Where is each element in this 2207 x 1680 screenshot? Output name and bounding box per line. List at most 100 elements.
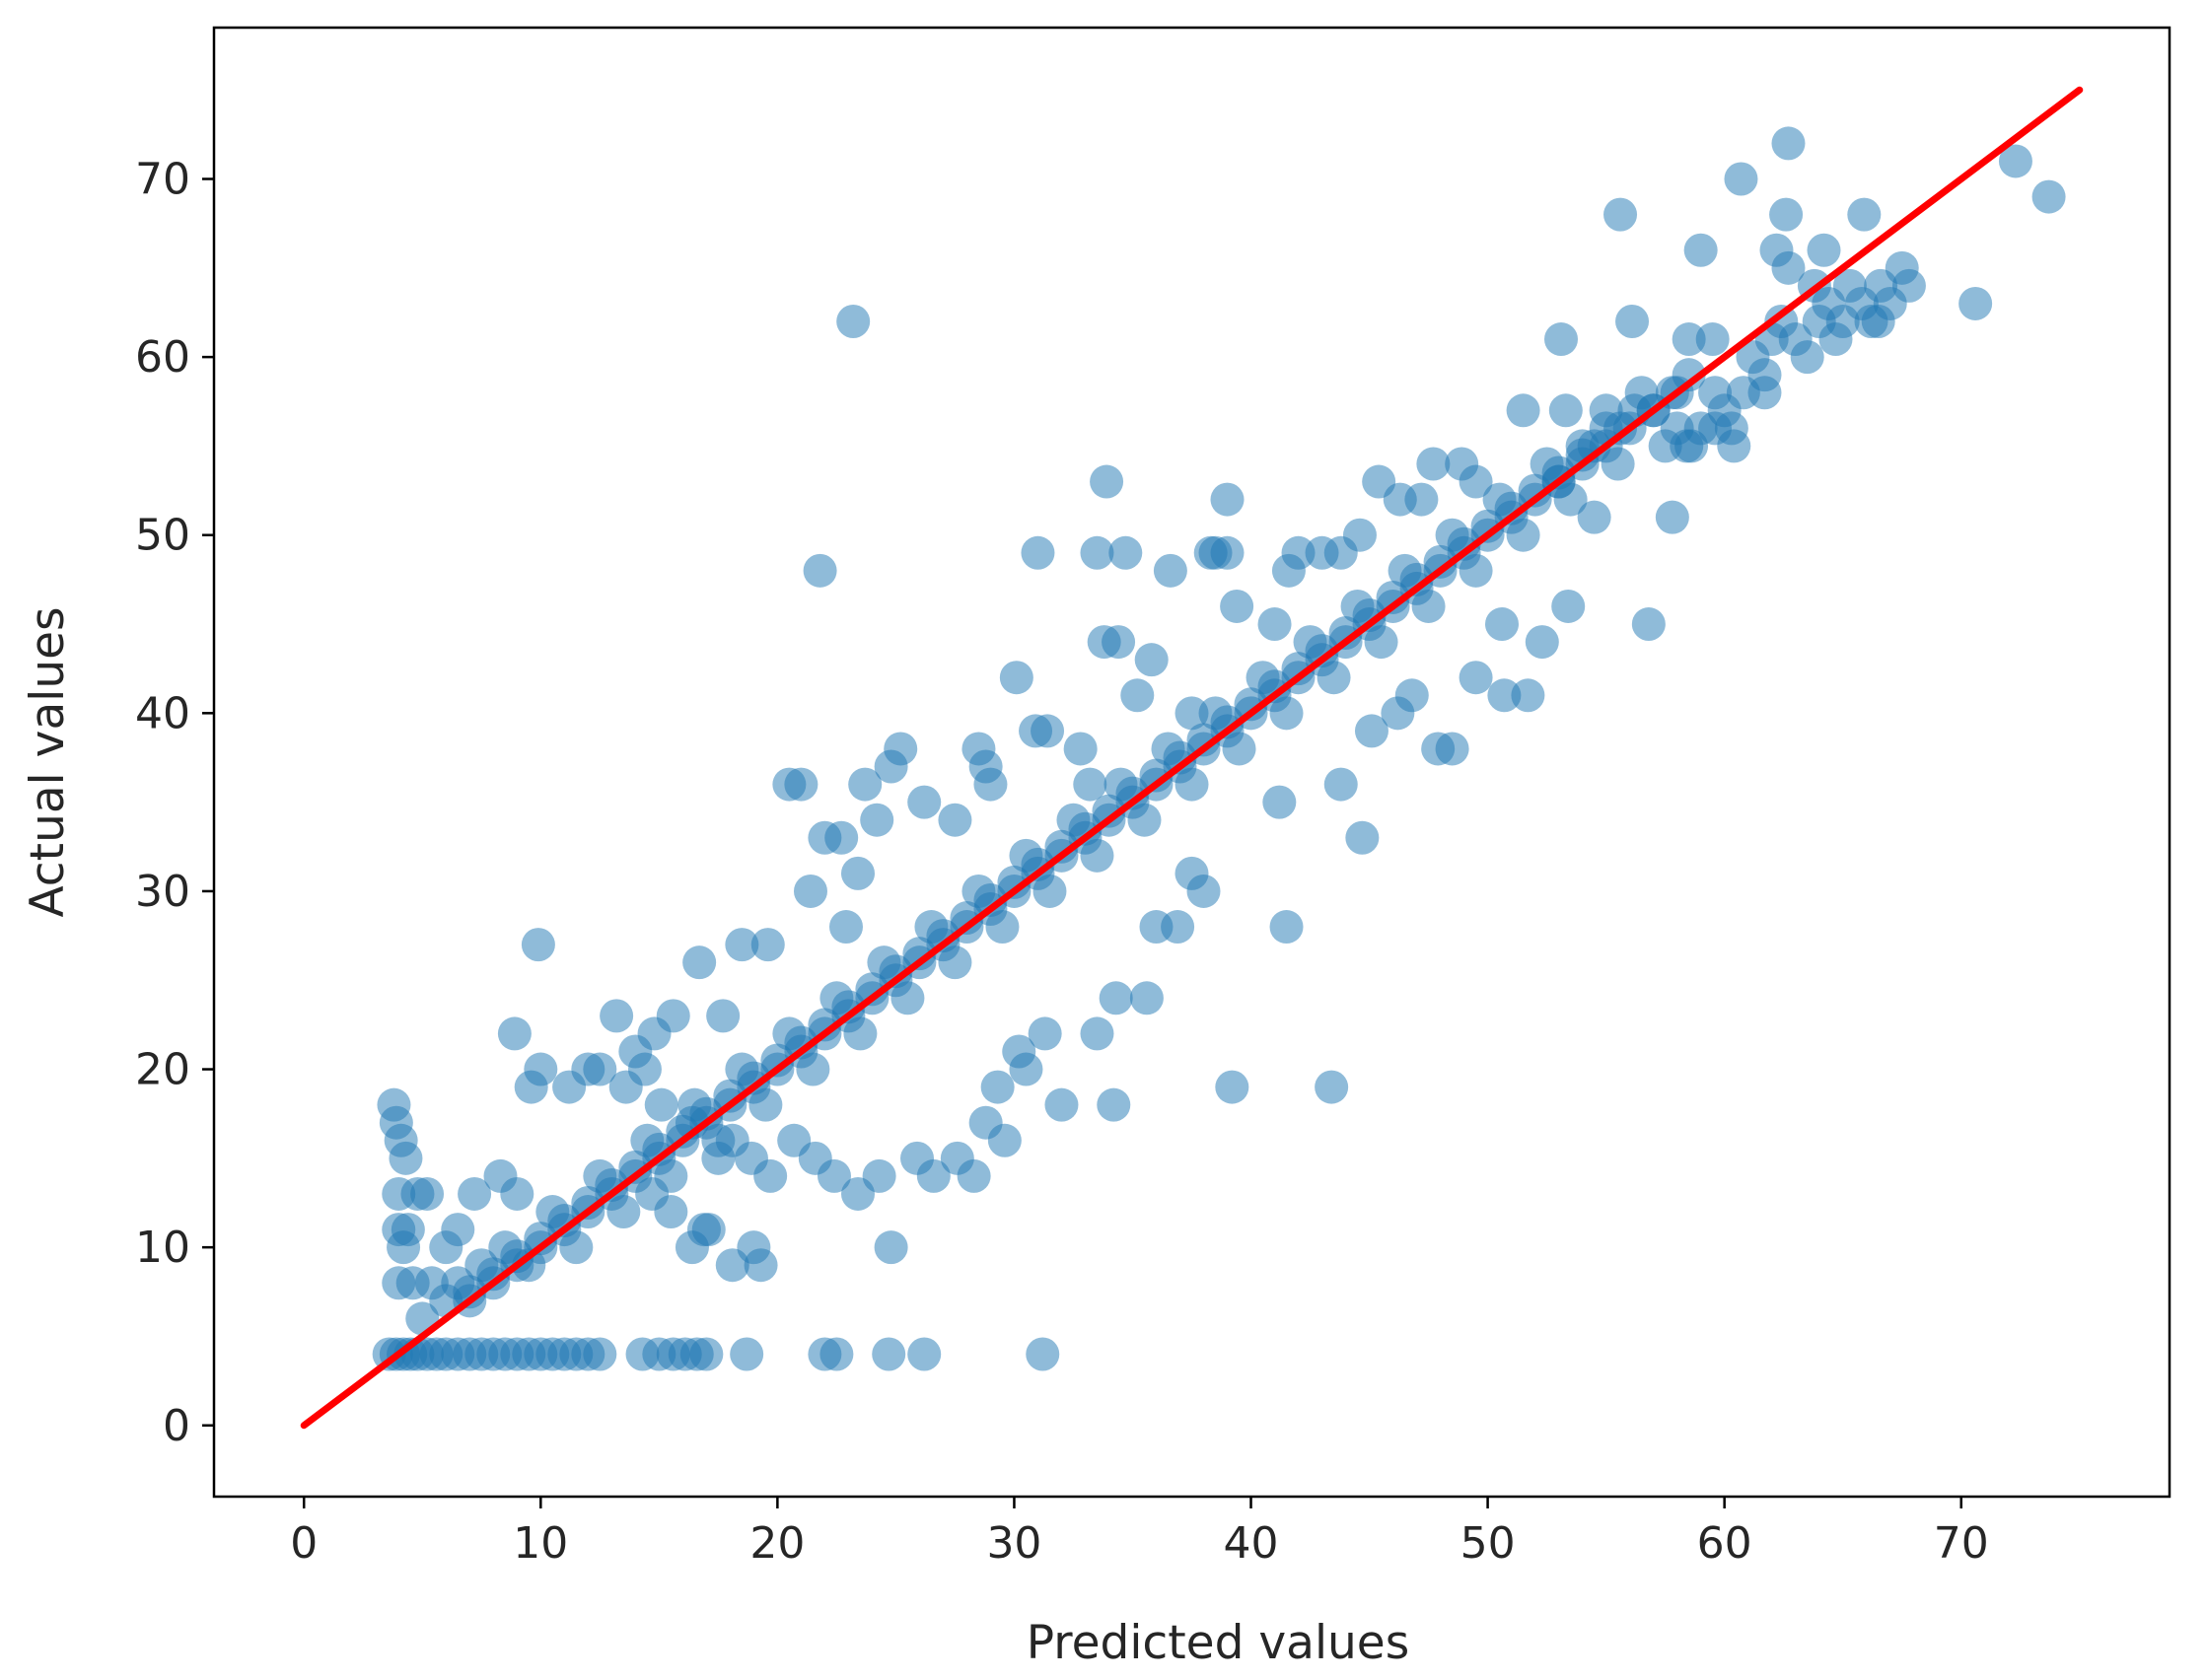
scatter-point — [1021, 535, 1055, 570]
scatter-point — [1354, 714, 1388, 748]
scatter-point — [860, 803, 894, 837]
scatter-point — [1394, 678, 1429, 713]
y-tick-label: 40 — [135, 688, 190, 738]
scatter-point — [635, 1176, 670, 1211]
scatter-point — [819, 1337, 854, 1371]
scatter-point — [410, 1176, 445, 1211]
scatter-point — [1234, 687, 1268, 722]
scatter-point — [808, 1008, 842, 1042]
reference-line-layer — [300, 86, 2084, 1430]
scatter-point — [1459, 661, 1493, 695]
scatter-point — [1506, 518, 1540, 552]
y-tick-label: 70 — [135, 155, 190, 205]
scatter-point — [1305, 634, 1339, 668]
scatter-point — [1129, 981, 1164, 1015]
scatter-point — [1695, 322, 1730, 357]
scatter-point — [1080, 1016, 1114, 1051]
scatter-point — [627, 1052, 662, 1086]
scatter-point — [938, 945, 972, 980]
scatter-point — [1092, 794, 1126, 828]
scatter-point — [848, 767, 883, 802]
scatter-point — [1603, 197, 1638, 232]
scatter-point — [1281, 535, 1316, 570]
scatter-point — [1068, 811, 1103, 846]
scatter-point — [748, 1087, 783, 1122]
scatter-point — [803, 553, 837, 588]
scatter-point — [618, 1150, 653, 1184]
scatter-point — [874, 1230, 908, 1265]
scatter-point — [1097, 1087, 1131, 1122]
scatter-point — [1269, 910, 1304, 945]
scatter-point — [1416, 447, 1451, 481]
scatter-point — [890, 981, 925, 1015]
scatter-point — [999, 661, 1033, 695]
scatter-point — [1683, 233, 1718, 267]
scatter-point — [1028, 1016, 1062, 1051]
scatter-point — [725, 928, 759, 962]
scatter-point — [840, 856, 875, 890]
scatter-point — [950, 901, 984, 936]
scatter-point — [1399, 562, 1434, 596]
scatter-point — [793, 874, 827, 908]
scatter-point — [1631, 607, 1666, 642]
scatter-point — [441, 1213, 475, 1247]
y-tick-label: 30 — [135, 867, 190, 917]
x-tick-label: 40 — [1224, 1518, 1279, 1569]
scatter-point — [973, 882, 1008, 917]
scatter-point — [1032, 874, 1067, 908]
scatter-point — [1315, 1070, 1349, 1104]
scatter-point — [682, 945, 717, 980]
scatter-point — [1525, 625, 1559, 660]
scatter-point — [987, 1123, 1022, 1157]
scatter-point — [1771, 250, 1806, 285]
scatter-point — [1484, 607, 1519, 642]
scatter-point — [796, 1052, 830, 1086]
scatter-point — [1269, 696, 1304, 731]
y-tick-label: 0 — [163, 1401, 190, 1451]
scatter-point — [750, 928, 785, 962]
scatter-point — [706, 999, 741, 1033]
scatter-point — [1494, 491, 1529, 525]
scatter-point — [1404, 482, 1439, 517]
scatter-point — [1009, 1052, 1043, 1086]
scatter-point — [828, 910, 863, 945]
scatter-point — [760, 1043, 795, 1078]
scatter-point — [497, 1016, 532, 1051]
scatter-point — [656, 999, 690, 1033]
x-tick-label: 70 — [1934, 1518, 1989, 1569]
scatter-point — [713, 1079, 748, 1113]
scatter-point — [1127, 803, 1162, 837]
y-axis-label: Actual values — [21, 606, 75, 917]
scatter-point — [1615, 305, 1650, 338]
scatter-point — [606, 1195, 641, 1229]
scatter-point — [1672, 358, 1706, 392]
x-tick-label: 0 — [290, 1518, 318, 1569]
scatter-point — [1163, 740, 1197, 775]
scatter-point — [1364, 625, 1398, 660]
scatter-point — [1577, 500, 1611, 534]
scatter-point — [689, 1337, 724, 1371]
scatter-point — [1257, 669, 1292, 704]
scatter-point — [1435, 732, 1469, 766]
scatter-point — [583, 1052, 617, 1086]
scatter-point — [730, 1337, 764, 1371]
scatter-point — [1080, 838, 1114, 873]
scatter-point — [973, 767, 1008, 802]
scatter-point — [1044, 829, 1079, 864]
scatter-point — [855, 972, 890, 1007]
scatter-point — [784, 767, 819, 802]
scatter-point — [985, 910, 1020, 945]
scatter-point — [1120, 678, 1155, 713]
scatter-point — [1544, 322, 1579, 357]
scatter-point — [1506, 393, 1540, 428]
scatter-point — [817, 1158, 851, 1193]
scatter-point — [1807, 233, 1841, 267]
scatter-point — [1080, 535, 1114, 570]
scatter-point — [1108, 535, 1143, 570]
y-tick-label: 60 — [135, 332, 190, 383]
scatter-point — [1102, 625, 1136, 660]
scatter-point — [1459, 553, 1493, 588]
scatter-point — [476, 1257, 511, 1292]
scatter-point — [916, 1158, 951, 1193]
scatter-point — [907, 785, 942, 819]
